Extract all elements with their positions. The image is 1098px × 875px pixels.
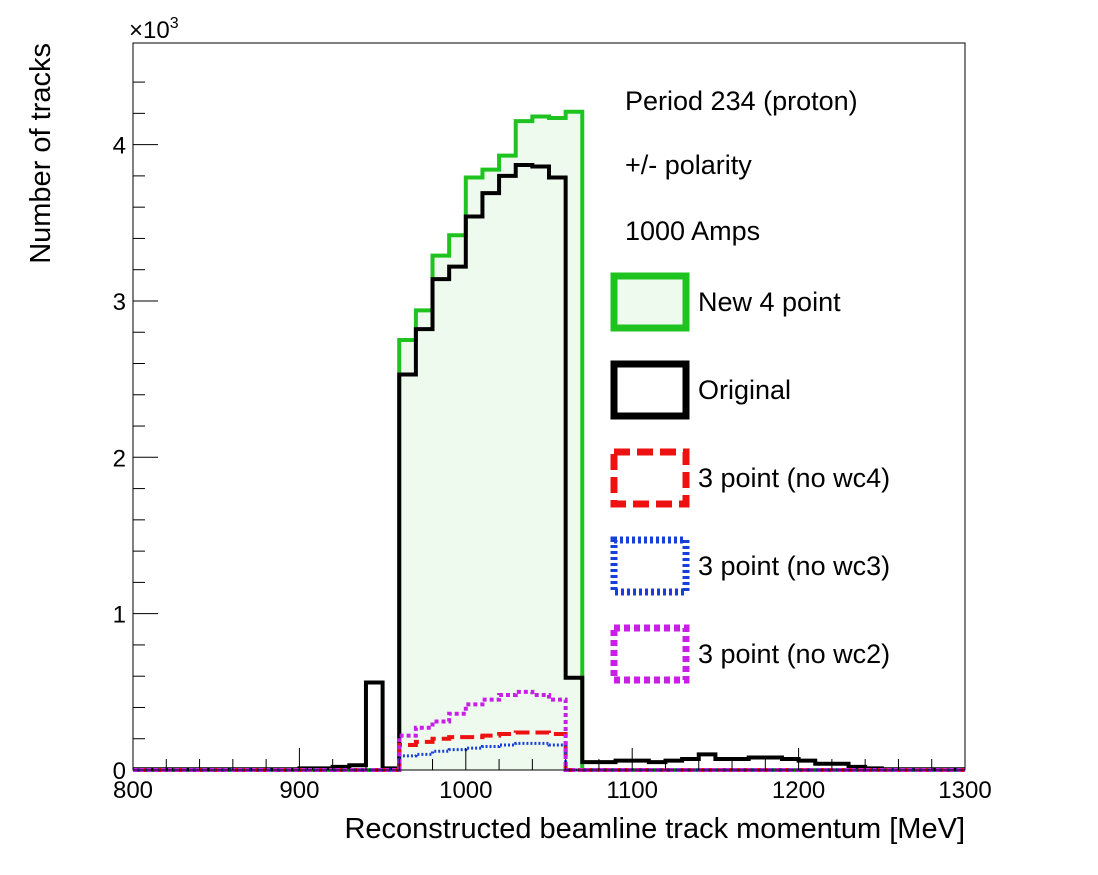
legend-swatch xyxy=(610,624,690,684)
legend-entry: New 4 point xyxy=(610,272,841,332)
y-tick-label: 3 xyxy=(113,289,126,316)
legend-swatch xyxy=(610,360,690,420)
legend-entry: 3 point (no wc2) xyxy=(610,624,890,684)
legend: New 4 point Original 3 point (no wc4) 3 poi… xyxy=(610,272,890,684)
legend-swatch xyxy=(610,272,690,332)
legend-label: 3 point (no wc4) xyxy=(698,463,890,493)
x-axis-title: Reconstructed beamline track momentum [M… xyxy=(344,813,965,845)
y-tick-label: 2 xyxy=(113,445,126,472)
legend-entry: 3 point (no wc4) xyxy=(610,448,890,508)
y-tick-label: 0 xyxy=(113,758,126,785)
legend-entry: 3 point (no wc3) xyxy=(610,536,890,596)
legend-swatch xyxy=(610,448,690,508)
x-tick-label: 1300 xyxy=(938,777,991,804)
x-tick-label: 1200 xyxy=(772,777,825,804)
x-tick-label: 1000 xyxy=(439,777,492,804)
legend-swatch xyxy=(610,536,690,596)
y-tick-label: 4 xyxy=(113,133,126,160)
series-fill xyxy=(133,111,965,771)
y-axis-multiplier: ×103 xyxy=(129,15,179,44)
plot-frame xyxy=(132,42,966,771)
x-tick-label: 900 xyxy=(279,777,319,804)
x-tick-label: 1100 xyxy=(606,777,658,804)
legend-entry: Original xyxy=(610,360,791,420)
y-axis-multiplier-exponent: 3 xyxy=(170,15,179,32)
y-tick-label: 1 xyxy=(113,602,126,629)
legend-label: New 4 point xyxy=(698,287,841,317)
axes-layer: 800 900 1000 1100 1200 1300 0 1 2 3 4 xyxy=(113,42,992,804)
legend-label: 3 point (no wc2) xyxy=(698,639,890,669)
y-axis-title: Number of tracks xyxy=(25,43,57,264)
legend-label: 3 point (no wc3) xyxy=(698,551,890,581)
legend-label: Original xyxy=(698,375,791,405)
annotation-period: Period 234 (proton) xyxy=(625,86,858,116)
annotations: Period 234 (proton) +/- polarity 1000 Am… xyxy=(625,86,858,246)
annotation-polarity: +/- polarity xyxy=(625,150,752,180)
x-tick-label: 800 xyxy=(113,777,153,804)
annotation-current: 1000 Amps xyxy=(625,216,760,246)
